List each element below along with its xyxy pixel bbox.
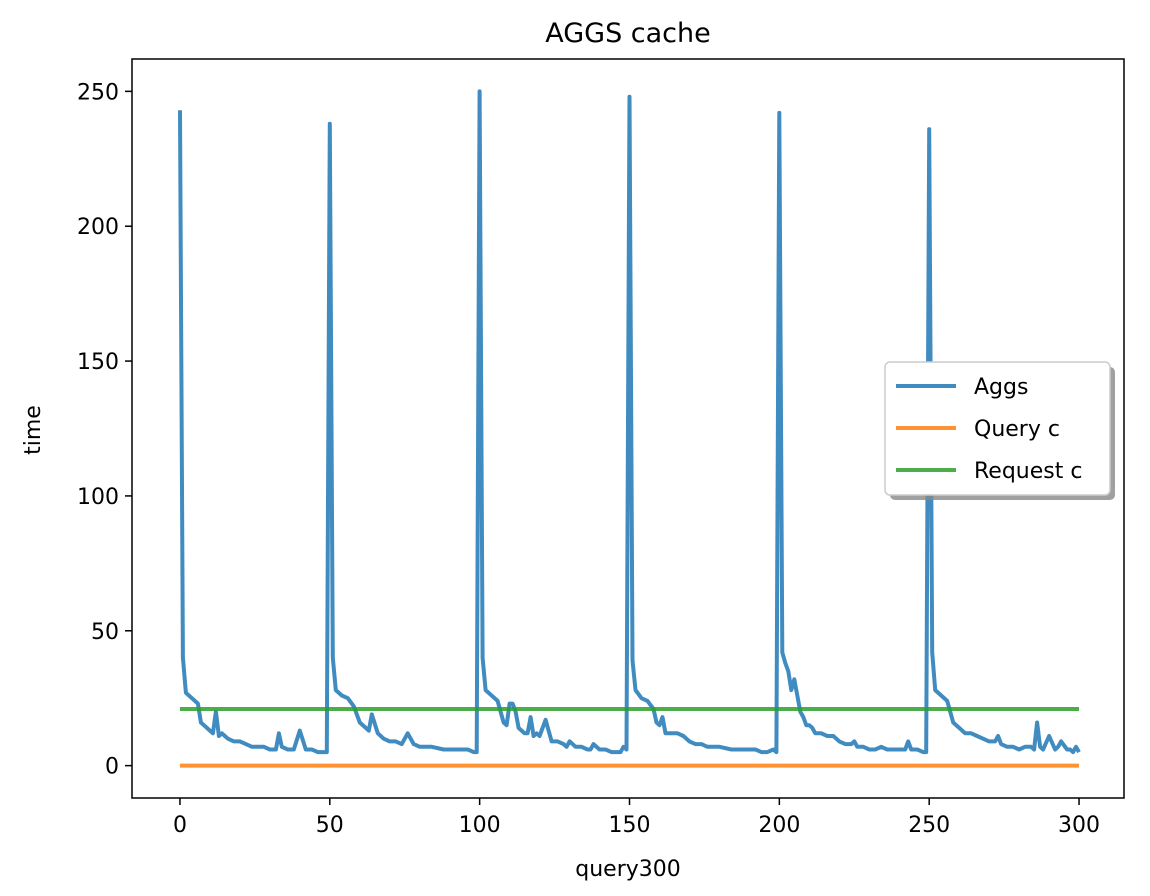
x-axis-label: query300 [575,857,681,882]
y-tick-label: 200 [77,215,119,240]
x-tick-label: 150 [608,813,650,838]
legend-label-2: Query c [974,417,1060,442]
series-line-1 [178,89,1081,755]
y-tick-label: 150 [77,350,119,375]
y-tick-label: 50 [91,620,119,645]
chart-title: AGGS cache [545,18,711,49]
x-tick-label: 100 [459,813,501,838]
x-tick-label: 250 [908,813,950,838]
y-axis: 0 50 100 150 200 250 [77,80,132,780]
legend: Aggs Query c Request c [884,361,1115,500]
x-tick-label: 0 [173,813,187,838]
legend-label-1: Aggs [974,375,1028,400]
x-axis: 0 50 100 150 200 250 300 [173,798,1100,838]
legend-label-3: Request c [974,459,1082,484]
y-tick-label: 100 [77,485,119,510]
series-layer [178,89,1081,768]
plot-frame [131,58,1125,799]
x-tick-label: 50 [316,813,344,838]
y-axis-label: time [21,405,46,455]
x-tick-label: 200 [758,813,800,838]
y-tick-label: 250 [77,80,119,105]
y-tick-label: 0 [105,755,119,780]
legend-box [884,361,1111,496]
x-tick-label: 300 [1058,813,1100,838]
